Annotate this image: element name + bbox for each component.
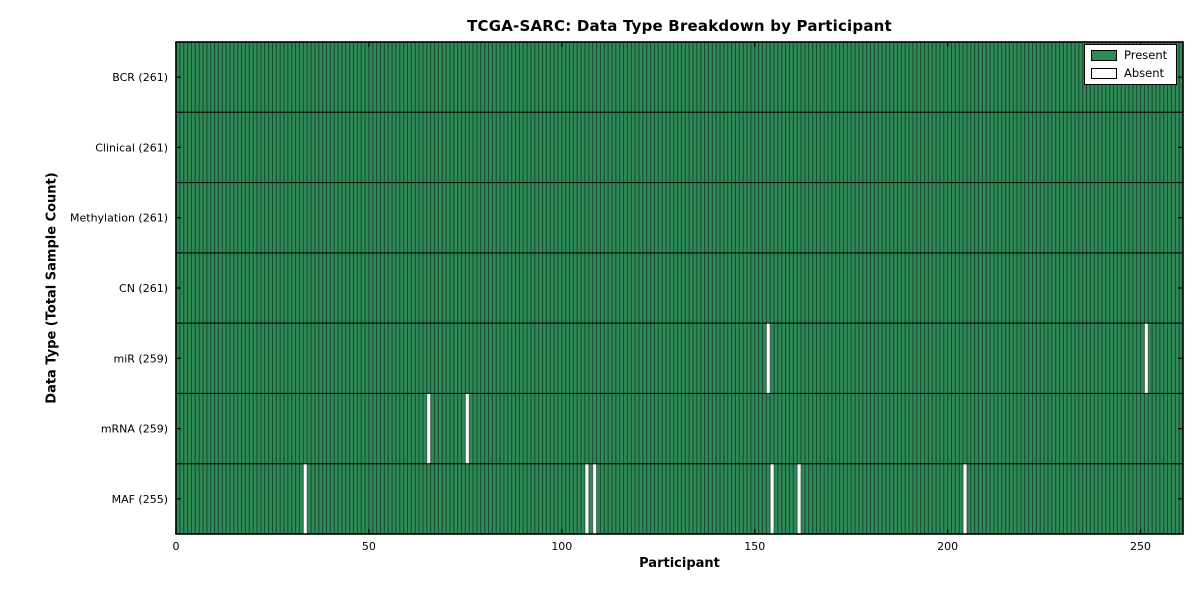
absent-bar-mRNA-75 (465, 393, 470, 464)
bar-edge-lines (175, 42, 1184, 534)
absent-bar-MAF-161 (797, 463, 802, 534)
legend-label-absent: Absent (1124, 65, 1165, 80)
x-tick-label-150: 150 (744, 540, 765, 553)
x-tick-label-50: 50 (362, 540, 376, 553)
absent-bar-MAF-33 (303, 463, 308, 534)
legend-swatch-absent-icon (1091, 67, 1117, 79)
x-tick-label-200: 200 (937, 540, 958, 553)
y-tick-label-Methylation: Methylation (261) (70, 212, 168, 225)
y-axis-label: Data Type (Total Sample Count) (44, 172, 60, 404)
plot-background (176, 42, 1183, 534)
x-tick-label-0: 0 (173, 540, 180, 553)
absent-bar-miR-251 (1144, 323, 1149, 394)
legend: Present Absent (1084, 44, 1177, 85)
plot-border (175, 41, 1184, 535)
legend-swatch-present-icon (1091, 50, 1117, 62)
chart-title: TCGA-SARC: Data Type Breakdown by Partic… (467, 17, 892, 35)
x-tick-label-250: 250 (1130, 540, 1151, 553)
absent-bar-MAF-154 (770, 463, 775, 534)
absent-bar-MAF-108 (592, 463, 597, 534)
absent-bar-mRNA-65 (426, 393, 431, 464)
absent-bar-miR-153 (766, 323, 771, 394)
y-tick-label-mRNA: mRNA (259) (101, 423, 168, 436)
y-tick-label-miR: miR (259) (114, 352, 169, 365)
y-tick-label-CN: CN (261) (119, 282, 168, 295)
legend-label-present: Present (1124, 48, 1168, 62)
y-tick-label-MAF: MAF (255) (112, 493, 168, 506)
y-tick-label-BCR: BCR (261) (112, 71, 168, 84)
legend-entry-absent: Absent (1091, 65, 1170, 80)
y-tick-label-Clinical: Clinical (261) (95, 141, 168, 154)
row-separators (176, 111, 1183, 465)
absent-bar-MAF-106 (584, 463, 589, 534)
legend-entry-present: Present (1091, 48, 1170, 62)
x-tick-label-100: 100 (551, 540, 572, 553)
absent-bar-MAF-204 (963, 463, 967, 534)
x-axis-label: Participant (639, 556, 720, 571)
